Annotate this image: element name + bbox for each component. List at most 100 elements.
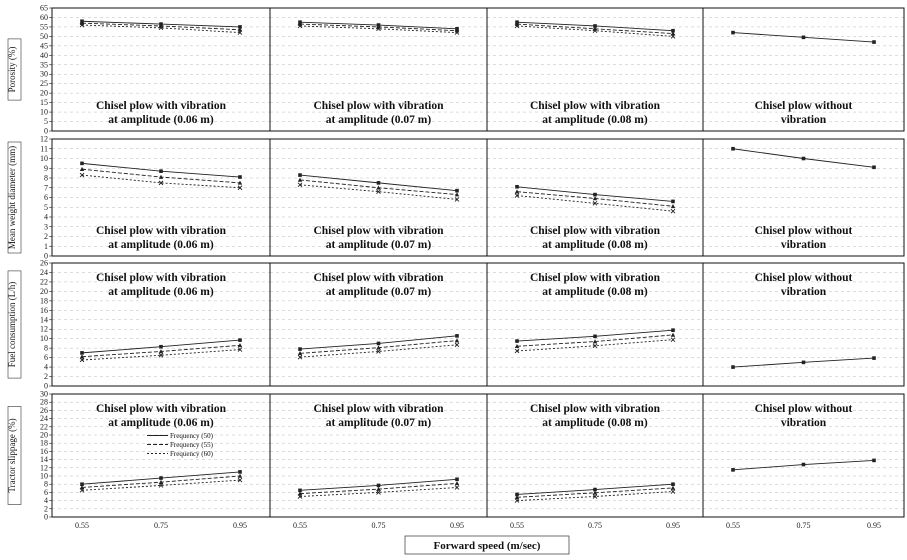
- panel-title: Chisel plow with vibration: [530, 272, 661, 284]
- data-point: [237, 477, 243, 483]
- data-point: [514, 498, 520, 503]
- y-tick-label: 20: [40, 89, 48, 98]
- panel: Chisel plow with vibration at amplitude (…: [51, 7, 271, 132]
- panel-frame: [702, 138, 905, 257]
- data-point: [670, 337, 676, 342]
- y-tick-label: 12: [40, 325, 48, 334]
- data-point: [454, 197, 460, 202]
- data-point: [298, 173, 302, 177]
- legend-label: Frequency (55): [170, 441, 214, 449]
- data-point: [298, 347, 302, 351]
- panel-title: Chisel plow with vibration: [530, 225, 661, 237]
- x-tick-label: 0.75: [372, 521, 386, 530]
- panel-title: Chisel plow with vibration: [313, 100, 444, 112]
- panel-title: Chisel plow with vibration: [313, 272, 444, 284]
- data-point: [238, 175, 242, 179]
- panel-title: Chisel plow without: [755, 100, 853, 112]
- panel: Chisel plow with vibration at amplitude (…: [269, 262, 488, 387]
- data-point: [79, 166, 85, 172]
- panel-title: vibration: [781, 239, 827, 251]
- data-point: [80, 161, 84, 166]
- y-tick-label: 1: [44, 242, 48, 251]
- legend-label: Frequency (60): [170, 450, 214, 458]
- y-tick-label: 60: [40, 13, 48, 22]
- y-axis-label: Tractor slippage (%): [7, 418, 17, 492]
- panel-title: Chisel plow with vibration: [96, 272, 227, 284]
- y-tick-label: 6: [44, 353, 48, 362]
- y-axis-label-box: [7, 38, 22, 101]
- y-tick-label: 5: [44, 203, 48, 212]
- data-point: [454, 30, 460, 35]
- panel-frame: [702, 393, 905, 518]
- data-point: [801, 156, 806, 161]
- data-point: [514, 189, 520, 194]
- panel-title: Chisel plow without: [755, 225, 853, 237]
- data-point: [454, 481, 460, 486]
- panel-title: at amplitude (0.07 m): [326, 286, 432, 298]
- data-point: [801, 360, 806, 365]
- panel: Chisel plow without vibration: [702, 393, 905, 518]
- y-axis-label: Porosity (%): [7, 47, 17, 93]
- data-point: [297, 182, 303, 188]
- y-tick-label: 2: [44, 232, 48, 241]
- data-point: [237, 343, 243, 348]
- data-point: [159, 344, 163, 349]
- data-point: [670, 31, 676, 36]
- y-tick-label: 26: [40, 406, 48, 415]
- legend-label: Frequency (50): [170, 432, 214, 440]
- x-tick-label: 0.95: [666, 521, 680, 530]
- data-point: [376, 185, 381, 190]
- data-point: [297, 494, 303, 499]
- data-point: [297, 354, 303, 360]
- y-tick-label: 8: [44, 480, 48, 489]
- y-tick-label: 30: [40, 70, 48, 79]
- y-tick-label: 20: [40, 431, 48, 440]
- x-tick-label: 0.55: [293, 521, 307, 530]
- data-point: [670, 203, 676, 209]
- panel-title: Chisel plow with vibration: [96, 100, 227, 112]
- x-tick-label: 0.95: [233, 521, 247, 530]
- panel: Chisel plow with vibration at amplitude (…: [486, 7, 704, 132]
- panel: Chisel plow with vibration at amplitude (…: [51, 138, 271, 257]
- data-point: [79, 22, 85, 28]
- y-tick-label: 2: [44, 504, 48, 513]
- x-axis-label-box: [404, 535, 570, 555]
- panel-title: at amplitude (0.06 m): [108, 417, 214, 429]
- y-axis-label-box: [7, 141, 22, 254]
- x-tick-label: 0.55: [726, 521, 740, 530]
- y-tick-label: 18: [40, 296, 48, 305]
- y-tick-label: 2: [44, 372, 48, 381]
- y-axis-label: Fuel consumption (L/h): [7, 282, 17, 368]
- panel-title: Chisel plow without: [755, 403, 853, 415]
- panel-title: at amplitude (0.08 m): [542, 417, 648, 429]
- y-tick-label: 14: [40, 455, 48, 464]
- y-tick-label: 30: [40, 390, 48, 399]
- y-tick-label: 24: [40, 268, 48, 277]
- data-point: [593, 192, 597, 197]
- x-axis-label: Forward speed (m/sec): [434, 540, 541, 552]
- data-point: [376, 490, 381, 495]
- panel-title: at amplitude (0.06 m): [108, 286, 214, 298]
- data-point: [670, 208, 676, 214]
- panel: Chisel plow with vibration at amplitude (…: [486, 138, 704, 257]
- y-tick-label: 6: [44, 488, 48, 497]
- panel-title: Chisel plow with vibration: [96, 225, 227, 237]
- y-tick-label: 10: [40, 154, 48, 163]
- panel-title: Chisel plow with vibration: [96, 403, 227, 415]
- y-tick-label: 65: [40, 4, 48, 13]
- panel: Chisel plow with vibration at amplitude (…: [486, 393, 704, 518]
- y-tick-label: 10: [40, 334, 48, 343]
- data-point: [592, 494, 598, 499]
- data-point: [731, 468, 735, 472]
- data-point: [159, 169, 163, 173]
- data-point: [671, 199, 675, 204]
- data-point: [158, 180, 164, 186]
- x-tick-label: 0.75: [797, 521, 811, 530]
- y-tick-label: 5: [44, 117, 48, 126]
- data-point: [671, 328, 675, 332]
- data-point: [592, 343, 598, 349]
- y-tick-label: 14: [40, 315, 48, 324]
- data-point: [237, 180, 243, 185]
- data-point: [237, 27, 243, 32]
